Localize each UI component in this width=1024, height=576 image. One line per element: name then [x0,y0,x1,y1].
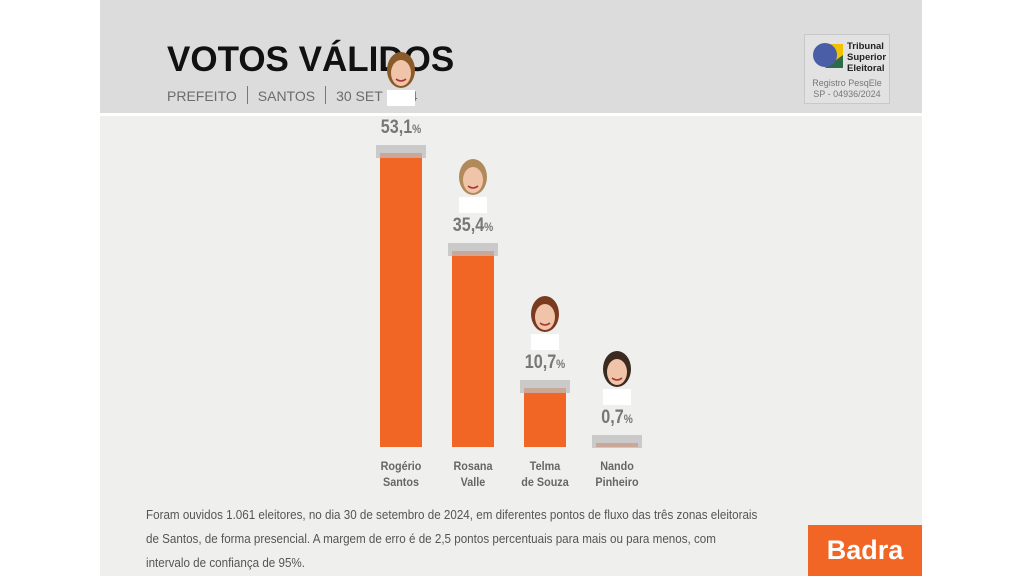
registry-label: Registro PesqEle [812,78,882,88]
value-number: 10,7 [524,351,557,373]
value-unit: % [556,356,566,371]
candidate-portrait [459,159,487,213]
methodology-note: Foram ouvidos 1.061 eleitores, no dia 30… [146,508,758,570]
candidate-name: Nando Pinheiro [577,458,658,490]
candidate-name: Rogério Santos [361,458,442,490]
candidate-name-line: de Souza [521,475,569,489]
value-label: 53,1% [367,117,435,139]
candidate-name-line: Santos [382,475,419,489]
subtitle-city: SANTOS [257,88,316,104]
error-band [376,145,426,158]
candidate-name-line: Pinheiro [595,475,639,489]
badra-logo: Badra [808,525,922,576]
value-unit: % [412,122,422,136]
subtitle: PREFEITO SANTOS 30 SET 2024 [167,86,418,104]
tse-name-line: Superior [847,52,887,63]
value-label: 10,7% [511,352,579,374]
error-band [448,243,498,256]
candidate-name: Rosana Valle [433,458,514,490]
tse-name-line: Tribunal [847,41,884,52]
value-label: 0,7% [583,407,651,429]
candidate-name-line: Rogério [380,459,422,473]
bar-2 [452,251,494,447]
bar-1 [380,153,422,447]
tse-logo-icon [813,43,843,68]
value-number: 35,4 [452,215,485,236]
bar-3 [524,387,566,447]
value-unit: % [484,220,494,234]
candidate-name-line: Valle [460,475,486,489]
tse-name: Tribunal Superior Eleitoral [847,41,886,74]
value-unit: % [623,412,633,427]
divider [325,86,327,104]
poll-panel: VOTOS VÁLIDOS PREFEITO SANTOS 30 SET 202… [100,0,922,576]
value-number: 0,7 [601,407,624,429]
error-band [592,435,642,449]
candidate-portrait [387,52,415,106]
candidate-portrait [603,351,631,406]
error-band [520,379,570,393]
header: VOTOS VÁLIDOS PREFEITO SANTOS 30 SET 202… [100,0,922,116]
tse-registry-badge: Tribunal Superior Eleitoral Registro Pes… [804,34,890,104]
value-number: 53,1 [380,117,413,138]
candidate-portrait [531,295,559,350]
subtitle-office: PREFEITO [167,88,237,104]
registry-number: SP - 04936/2024 [813,89,881,99]
candidate-name-line: Telma [529,459,561,473]
candidate-name-line: Rosana [453,459,493,473]
tse-name-line: Eleitoral [847,63,885,74]
candidate-name-line: Nando [600,459,634,473]
value-label: 35,4% [439,215,507,237]
divider [246,86,248,104]
candidate-name: Telma de Souza [505,458,586,490]
